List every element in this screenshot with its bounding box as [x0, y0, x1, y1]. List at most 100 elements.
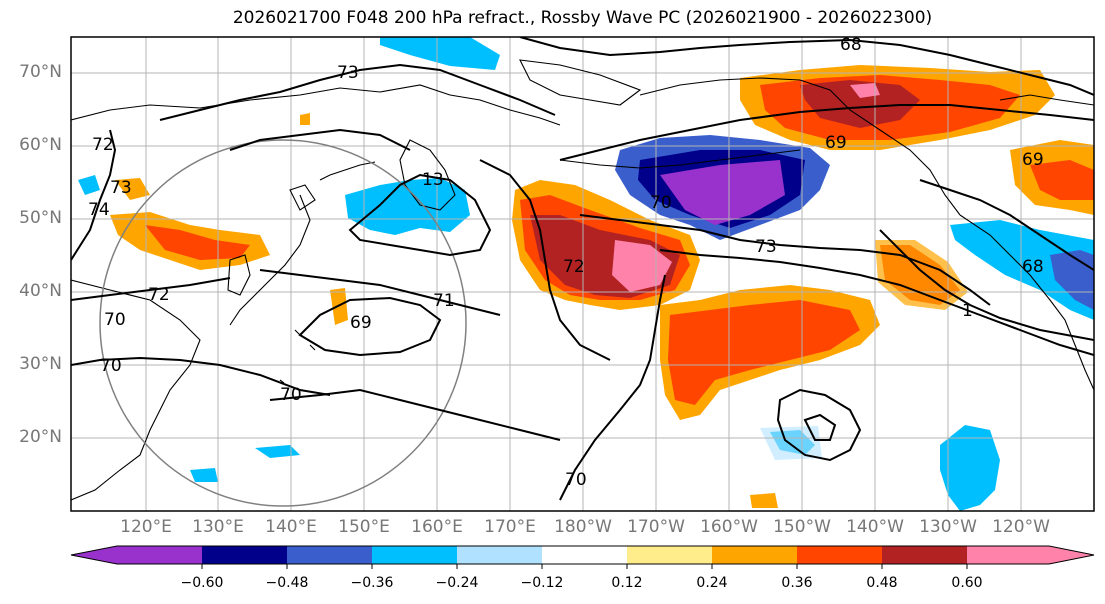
shade-red-south [668, 300, 860, 405]
colorbar-segment [627, 546, 712, 564]
colorbar-tick-label: −0.60 [180, 575, 224, 591]
shade-pink-alaska [850, 83, 880, 98]
contour-70-south [559, 274, 666, 501]
contour-label: 70 [650, 193, 672, 213]
colorbar-tick-label: 0.60 [951, 575, 983, 591]
contour-label: 70 [280, 385, 302, 405]
colorbar-segment [712, 546, 797, 564]
colorbar-segment [882, 546, 967, 564]
refractivity-contours [71, 37, 1094, 501]
lat-label: 30°N [19, 354, 62, 374]
coast-asia-north [71, 84, 561, 126]
contour-72-west [71, 277, 231, 301]
colorbar-arrow-left [71, 546, 117, 564]
contour-label: 70 [100, 356, 122, 376]
lon-label: 120°W [992, 517, 1050, 537]
colorbar-tick-label: −0.12 [520, 575, 564, 591]
contour-68-north [519, 37, 1094, 96]
colorbar-segment [202, 546, 287, 564]
coastlines [71, 59, 1094, 501]
lon-label: 130°E [192, 517, 244, 537]
contour-eddy-south [776, 388, 862, 462]
positive-anomaly-shading [110, 65, 1094, 508]
colorbar-segment [542, 546, 627, 564]
contour-70-lower [269, 388, 561, 441]
contour-73-gulf [579, 214, 991, 306]
shade-cyan-se [940, 425, 1000, 511]
shade-orange-small1 [750, 493, 778, 508]
coast-kuril [319, 161, 376, 181]
contour-label: 72 [148, 285, 170, 305]
shade-blue-east [1050, 250, 1094, 310]
contour-69-ellipse [298, 296, 442, 357]
lon-label: 150°W [773, 517, 831, 537]
coast-japan [229, 194, 311, 326]
contour-label: 69 [825, 133, 847, 153]
contour-label: 72 [563, 257, 585, 277]
contour-label: 73 [755, 237, 777, 257]
coast-alaska [639, 77, 961, 216]
contour-eddy-south-inner [803, 413, 837, 441]
lon-label: 130°W [919, 517, 977, 537]
contour-label: 70 [104, 310, 126, 330]
colorbar-tick-label: 0.12 [611, 575, 643, 591]
contour-label: 74 [88, 200, 110, 220]
lon-label: 140°E [265, 517, 317, 537]
colorbar-tick-label: 0.24 [696, 575, 728, 591]
lat-label: 20°N [19, 427, 62, 447]
lon-label: 140°W [846, 517, 904, 537]
contour-label: 69 [350, 313, 372, 333]
contour-label: 71 [433, 291, 455, 311]
contour-label: 1 [962, 301, 973, 321]
shade-cyan-north [380, 37, 500, 70]
contour-73-kamchatka [348, 173, 492, 257]
coast-china [71, 279, 201, 501]
shade-cyan-left [78, 175, 100, 195]
contour-label: 73 [110, 178, 132, 198]
contour-label: 73 [337, 63, 359, 83]
contour-east-loop [919, 179, 1094, 271]
lon-label: 170°E [484, 517, 536, 537]
negative-anomaly-shading [78, 37, 1094, 511]
colorbar-outline [70, 545, 1095, 565]
colorbar-segment [457, 546, 542, 564]
shade-cyan-south1 [255, 445, 300, 458]
coast-siberia-east [399, 139, 456, 211]
contour-71 [259, 269, 501, 316]
colorbar-segment [116, 546, 202, 564]
contour-east-1 [879, 229, 1094, 341]
lon-label: 150°E [338, 517, 390, 537]
coast-korea [227, 254, 251, 296]
lon-label: 180°W [554, 517, 612, 537]
colorbar-tick-label: −0.36 [350, 575, 394, 591]
lat-label: 70°N [19, 62, 62, 82]
colorbar-tick-label: −0.24 [435, 575, 479, 591]
contour-north-west-loop [229, 128, 411, 151]
lat-label: 60°N [19, 135, 62, 155]
colorbar-tick-label: 0.48 [866, 575, 898, 591]
coast-canada-north [999, 94, 1094, 106]
lon-label: 120°E [120, 517, 172, 537]
shade-cyan-south2 [190, 468, 218, 482]
lon-label: 160°E [411, 517, 463, 537]
contour-69-mid [659, 249, 1094, 356]
contour-label: 13 [422, 170, 444, 190]
coast-chukotka [519, 59, 642, 106]
lat-label: 50°N [19, 208, 62, 228]
shade-lightblue-south3 [760, 426, 822, 460]
map-frame [70, 36, 1095, 512]
shade-cyan-kamchatka [345, 178, 470, 235]
contour-70-west [71, 356, 331, 396]
shade-pink-central [612, 240, 672, 292]
contour-74-west [71, 129, 117, 261]
chart-title: 2026021700 F048 200 hPa refract., Rossby… [232, 8, 933, 28]
shade-red-ne [1030, 160, 1094, 200]
colorbar-segment [967, 546, 1049, 564]
shade-orange-west2 [115, 178, 150, 200]
colorbar [70, 545, 1095, 569]
contour-label: 68 [1022, 257, 1044, 277]
colorbar-tick-label: −0.48 [265, 575, 309, 591]
colorbar-segment [797, 546, 882, 564]
contour-big-loop [479, 159, 611, 361]
